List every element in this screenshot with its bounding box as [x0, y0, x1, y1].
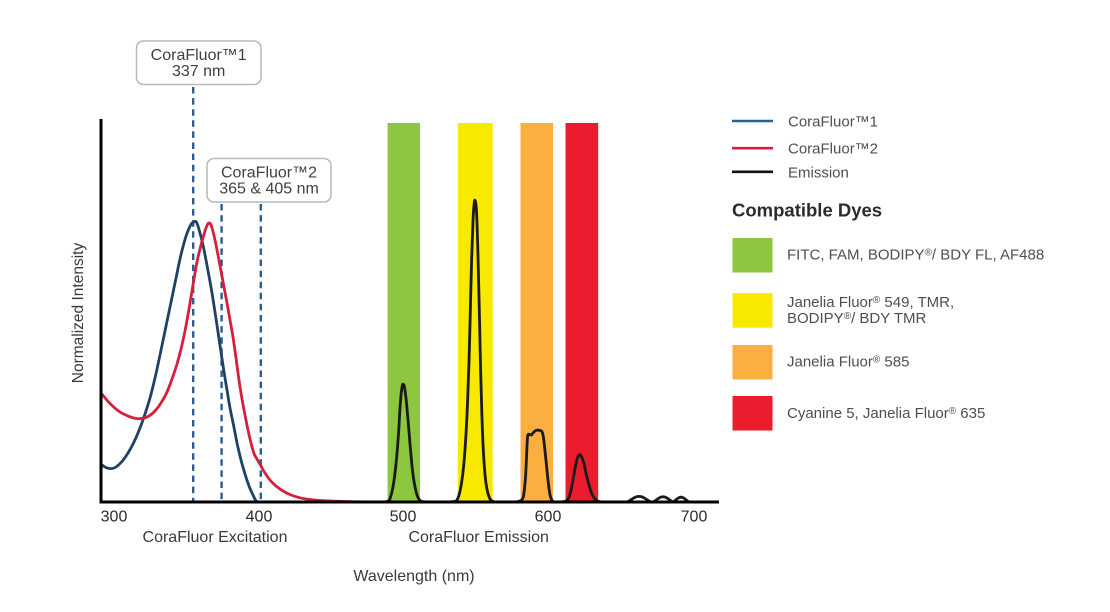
svg-text:CoraFluor Excitation: CoraFluor Excitation: [143, 529, 288, 546]
svg-text:Wavelength (nm): Wavelength (nm): [353, 568, 474, 585]
svg-text:Compatible Dyes: Compatible Dyes: [732, 200, 882, 221]
svg-text:Normalized Intensity: Normalized Intensity: [70, 243, 87, 384]
svg-text:500: 500: [390, 509, 417, 526]
svg-text:Emission: Emission: [788, 164, 849, 181]
svg-text:600: 600: [535, 509, 562, 526]
svg-text:700: 700: [681, 509, 708, 526]
svg-text:FITC, FAM, BODIPY®/ BDY FL, AF: FITC, FAM, BODIPY®/ BDY FL, AF488: [787, 247, 1044, 264]
svg-text:CoraFluor™2: CoraFluor™2: [788, 141, 878, 158]
svg-text:300: 300: [101, 509, 128, 526]
svg-text:Cyanine 5, Janelia Fluor® 635: Cyanine 5, Janelia Fluor® 635: [787, 405, 985, 422]
svg-text:Janelia Fluor® 549, TMR,: Janelia Fluor® 549, TMR,: [787, 294, 954, 311]
svg-text:CoraFluor™1: CoraFluor™1: [788, 114, 878, 131]
svg-text:CoraFluor Emission: CoraFluor Emission: [408, 529, 548, 546]
svg-text:400: 400: [246, 509, 273, 526]
svg-text:CoraFluor™2: CoraFluor™2: [221, 164, 317, 181]
svg-text:Janelia Fluor® 585: Janelia Fluor® 585: [787, 354, 909, 371]
svg-text:BODIPY®/ BDY TMR: BODIPY®/ BDY TMR: [787, 310, 927, 327]
svg-text:CoraFluor™1: CoraFluor™1: [151, 47, 247, 64]
svg-text:337 nm: 337 nm: [172, 63, 225, 80]
svg-text:365 & 405 nm: 365 & 405 nm: [219, 180, 319, 197]
